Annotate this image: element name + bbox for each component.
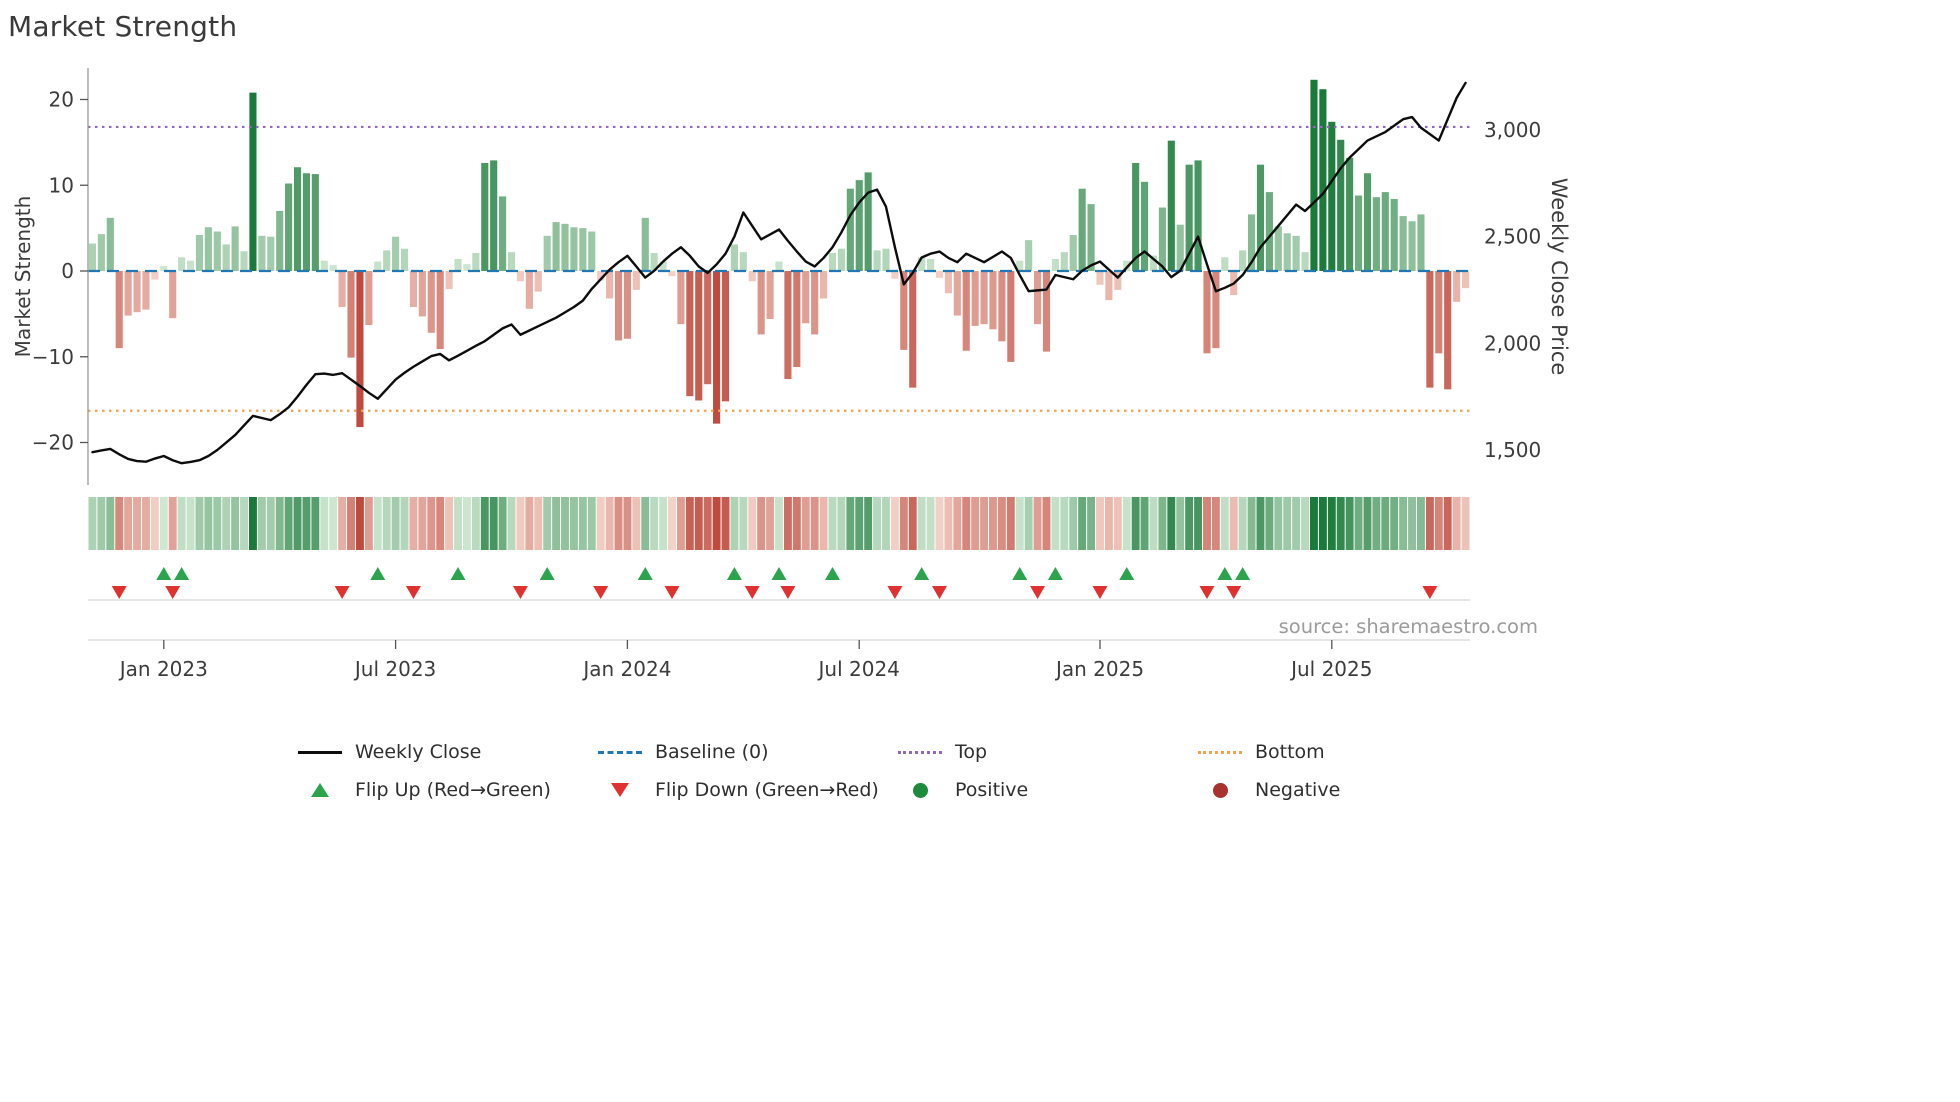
flip-down-marker-icon xyxy=(1226,586,1242,599)
weekly-close-line-swatch xyxy=(295,750,345,754)
svg-text:20: 20 xyxy=(49,88,74,112)
svg-text:2,500: 2,500 xyxy=(1484,225,1541,249)
right-axis-label: Weekly Close Price xyxy=(1547,178,1571,376)
flip-down-marker-icon xyxy=(780,586,796,599)
strength-heatmap-strip xyxy=(88,497,1470,550)
flip-up-marker-icon xyxy=(1235,567,1251,580)
flip-down-marker-icon xyxy=(1030,586,1046,599)
legend-label: Flip Down (Green→Red) xyxy=(655,779,879,801)
svg-text:10: 10 xyxy=(49,173,74,197)
svg-text:−20: −20 xyxy=(32,431,74,455)
baseline-dashed-swatch xyxy=(595,750,645,754)
svg-text:0: 0 xyxy=(61,259,74,283)
market-strength-chart: 20 10 0 −10 −20 3,000 2,500 2,000 1,500 Market St… xyxy=(0,52,1960,700)
flip-up-marker-icon xyxy=(370,567,386,580)
legend-label: Flip Up (Red→Green) xyxy=(355,779,551,801)
flip-down-triangle-icon xyxy=(595,783,645,797)
legend-item-weekly-close: Weekly Close xyxy=(295,738,595,766)
strength-bars xyxy=(88,79,1470,428)
svg-text:Jan 2025: Jan 2025 xyxy=(1054,657,1144,681)
bottom-dotted-swatch xyxy=(1195,750,1245,754)
legend-item-baseline: Baseline (0) xyxy=(595,738,895,766)
svg-text:3,000: 3,000 xyxy=(1484,118,1541,142)
svg-text:Jul 2025: Jul 2025 xyxy=(1289,657,1372,681)
flip-up-marker-icon xyxy=(726,567,742,580)
legend-item-flip-up: Flip Up (Red→Green) xyxy=(295,776,595,804)
flip-up-marker-icon xyxy=(156,567,172,580)
flip-down-marker-icon xyxy=(664,586,680,599)
top-dotted-swatch xyxy=(895,750,945,754)
flip-up-marker-icon xyxy=(914,567,930,580)
flip-up-marker-icon xyxy=(1119,567,1135,580)
legend-label: Baseline (0) xyxy=(655,741,769,763)
svg-text:Jan 2024: Jan 2024 xyxy=(581,657,671,681)
flip-up-marker-icon xyxy=(1047,567,1063,580)
x-axis-ticks: Jan 2023 Jul 2023 Jan 2024 Jul 2024 Jan 2025… xyxy=(118,640,1372,681)
source-credit: source: sharemaestro.com xyxy=(1279,615,1538,638)
legend-label: Positive xyxy=(955,779,1029,801)
flip-up-marker-icon xyxy=(450,567,466,580)
flip-up-triangle-icon xyxy=(295,783,345,797)
legend-item-bottom: Bottom xyxy=(1195,738,1495,766)
chart-header: Market Strength xyxy=(0,0,1960,52)
negative-circle-icon xyxy=(1195,782,1245,798)
flip-up-marker-icon xyxy=(1012,567,1028,580)
legend-item-positive: Positive xyxy=(895,776,1195,804)
legend-item-negative: Negative xyxy=(1195,776,1495,804)
flip-down-marker-icon xyxy=(405,586,421,599)
right-axis-ticks: 3,000 2,500 2,000 1,500 xyxy=(1484,118,1541,462)
flip-up-marker-icon xyxy=(174,567,190,580)
flip-down-marker-icon xyxy=(887,586,903,599)
flip-down-marker-icon xyxy=(165,586,181,599)
page-title: Market Strength xyxy=(8,10,238,43)
flip-down-marker-icon xyxy=(334,586,350,599)
svg-text:Jul 2023: Jul 2023 xyxy=(353,657,436,681)
svg-text:Jan 2023: Jan 2023 xyxy=(118,657,208,681)
legend-item-top: Top xyxy=(895,738,1195,766)
flip-markers xyxy=(111,567,1438,599)
flip-up-marker-icon xyxy=(637,567,653,580)
flip-down-marker-icon xyxy=(744,586,760,599)
weekly-close-line xyxy=(91,81,1467,465)
flip-up-marker-icon xyxy=(1217,567,1233,580)
flip-down-marker-icon xyxy=(1422,586,1438,599)
svg-text:1,500: 1,500 xyxy=(1484,438,1541,462)
svg-text:2,000: 2,000 xyxy=(1484,331,1541,355)
left-axis-ticks: 20 10 0 −10 −20 xyxy=(32,88,88,455)
flip-down-marker-icon xyxy=(931,586,947,599)
chart-legend: Weekly Close Baseline (0) Top Bottom Fli… xyxy=(295,738,1960,804)
flip-up-marker-icon xyxy=(771,567,787,580)
legend-label: Top xyxy=(955,741,988,763)
positive-circle-icon xyxy=(895,782,945,798)
svg-text:−10: −10 xyxy=(32,345,74,369)
market-strength-chart-svg: 20 10 0 −10 −20 3,000 2,500 2,000 1,500 Market St… xyxy=(11,68,1571,681)
flip-down-marker-icon xyxy=(111,586,127,599)
flip-up-marker-icon xyxy=(824,567,840,580)
svg-text:Jul 2024: Jul 2024 xyxy=(817,657,900,681)
legend-label: Bottom xyxy=(1255,741,1325,763)
legend-label: Weekly Close xyxy=(355,741,482,763)
flip-down-marker-icon xyxy=(512,586,528,599)
legend-label: Negative xyxy=(1255,779,1341,801)
left-axis-label: Market Strength xyxy=(11,196,35,358)
flip-down-marker-icon xyxy=(593,586,609,599)
flip-down-marker-icon xyxy=(1092,586,1108,599)
flip-up-marker-icon xyxy=(539,567,555,580)
flip-down-marker-icon xyxy=(1199,586,1215,599)
legend-item-flip-down: Flip Down (Green→Red) xyxy=(595,776,895,804)
